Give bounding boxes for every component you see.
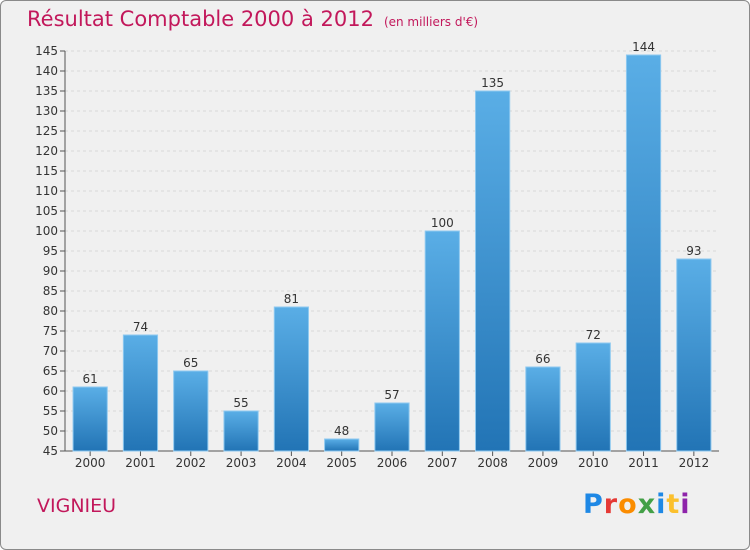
y-tick-label: 120 xyxy=(35,144,58,158)
bar xyxy=(575,342,611,452)
y-tick-label: 55 xyxy=(43,404,58,418)
data-label: 61 xyxy=(83,372,98,386)
y-tick-label: 95 xyxy=(43,244,58,258)
data-label: 100 xyxy=(431,216,454,230)
y-tick-label: 50 xyxy=(43,424,58,438)
bar xyxy=(625,54,662,452)
x-tick-label: 2005 xyxy=(326,456,357,470)
chart-title: Résultat Comptable 2000 à 2012 (en millie… xyxy=(27,7,478,31)
x-tick-label: 2007 xyxy=(427,456,458,470)
bar xyxy=(173,370,209,452)
y-tick-label: 105 xyxy=(35,204,58,218)
x-tick-label: 2001 xyxy=(125,456,156,470)
logo-letter: i xyxy=(680,489,691,520)
data-label: 93 xyxy=(686,244,701,258)
y-tick-label: 65 xyxy=(43,364,58,378)
x-tick-label: 2003 xyxy=(226,456,257,470)
x-tick-label: 2000 xyxy=(75,456,106,470)
data-label: 74 xyxy=(133,320,148,334)
bar xyxy=(324,438,360,452)
y-tick-label: 75 xyxy=(43,324,58,338)
x-tick-label: 2008 xyxy=(477,456,508,470)
logo-letter: o xyxy=(618,489,638,520)
y-tick-label: 110 xyxy=(35,184,58,198)
bar xyxy=(223,410,259,452)
y-tick-label: 135 xyxy=(35,84,58,98)
data-label: 135 xyxy=(481,76,504,90)
bar xyxy=(374,402,410,452)
bar xyxy=(72,386,108,452)
bar xyxy=(273,306,309,452)
y-tick-label: 60 xyxy=(43,384,58,398)
bar xyxy=(676,258,712,452)
x-tick-label: 2004 xyxy=(276,456,307,470)
x-tick-label: 2012 xyxy=(679,456,710,470)
y-tick-label: 115 xyxy=(35,164,58,178)
chart-subtitle: (en milliers d'€) xyxy=(383,15,479,29)
x-tick-labels: 2000 2001 2002 2003 2004 2005 2006 2007 2008 2009… xyxy=(75,456,709,470)
bar xyxy=(525,366,561,452)
y-tick-label: 85 xyxy=(43,284,58,298)
data-label: 57 xyxy=(384,388,399,402)
logo-letter: P xyxy=(583,489,604,520)
x-tick-label: 2006 xyxy=(377,456,408,470)
x-tick-label: 2002 xyxy=(175,456,206,470)
data-label: 81 xyxy=(284,292,299,306)
y-tick-label: 125 xyxy=(35,124,58,138)
data-label: 66 xyxy=(535,352,550,366)
data-label: 72 xyxy=(586,328,601,342)
y-tick-label: 70 xyxy=(43,344,58,358)
x-tick-label: 2010 xyxy=(578,456,609,470)
logo-letter: i xyxy=(656,489,667,520)
x-tick-label: 2011 xyxy=(628,456,659,470)
data-label: 48 xyxy=(334,424,349,438)
logo-letter: t xyxy=(666,489,681,520)
y-tick-label: 140 xyxy=(35,64,58,78)
bar xyxy=(122,334,159,452)
chart-title-text: Résultat Comptable 2000 à 2012 xyxy=(27,7,374,31)
data-labels: 61 74 65 55 81 48 57 100 135 66 72 144 93 xyxy=(83,40,702,438)
x-tick-label: 2009 xyxy=(528,456,559,470)
bar xyxy=(475,90,511,452)
y-tick-labels: 45 50 55 60 65 70 75 80 85 90 95 100 105 110 115 120 125… xyxy=(35,44,58,458)
y-tick-label: 100 xyxy=(35,224,58,238)
y-tick-label: 145 xyxy=(35,44,58,58)
y-tick-label: 45 xyxy=(43,444,58,458)
y-tick-label: 80 xyxy=(43,304,58,318)
commune-name: VIGNIEU xyxy=(37,495,117,517)
data-label: 65 xyxy=(183,356,198,370)
data-label: 144 xyxy=(632,40,655,54)
logo-letter: r xyxy=(603,489,619,520)
data-label: 55 xyxy=(233,396,248,410)
y-tick-label: 90 xyxy=(43,264,58,278)
y-tick-label: 130 xyxy=(35,104,58,118)
logo-letter: x xyxy=(637,489,657,520)
bar xyxy=(424,230,460,452)
bars xyxy=(72,54,712,452)
proxiti-logo: Proxiti xyxy=(583,489,691,520)
